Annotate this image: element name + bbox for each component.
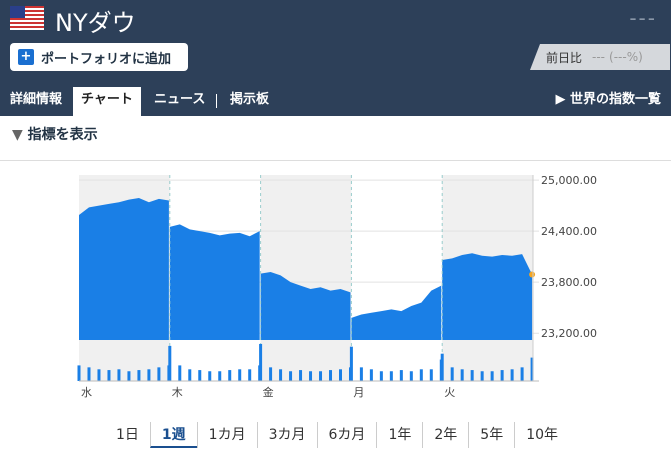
volume-bar bbox=[379, 371, 383, 381]
last-point bbox=[529, 271, 536, 278]
volume-bar bbox=[419, 369, 423, 381]
volume-bar bbox=[188, 369, 192, 381]
chart: 水 木 金 月 火 25,000.00 24,400.00 23,800.00 23,200.0… bbox=[77, 174, 597, 399]
volume-bar bbox=[339, 369, 343, 381]
world-label: 世界の指数一覧 bbox=[569, 92, 661, 107]
volume-bar bbox=[319, 371, 323, 381]
tab-bar: ▶ 世界の指数一覧 詳細情報 チャート ニュース 掲示板 bbox=[0, 87, 671, 116]
price-area bbox=[351, 285, 442, 340]
volume-bar bbox=[309, 371, 313, 381]
volume-bar bbox=[500, 370, 504, 381]
volume-bar bbox=[228, 370, 232, 381]
range-button[interactable]: 1日 bbox=[116, 427, 139, 443]
change-label: 前日比 bbox=[546, 50, 583, 65]
volume-bar bbox=[329, 370, 333, 381]
volume-bar bbox=[259, 343, 263, 381]
world-link[interactable]: ▶ 世界の指数一覧 bbox=[555, 92, 661, 107]
x-tick-label: 木 bbox=[172, 386, 183, 399]
volume-bar bbox=[530, 357, 534, 381]
volume-bar bbox=[97, 369, 101, 381]
tab[interactable]: 詳細情報 bbox=[10, 92, 63, 107]
x-tick-label: 月 bbox=[353, 386, 364, 399]
price-area bbox=[442, 253, 533, 340]
volume-bar bbox=[289, 371, 293, 381]
volume-bar bbox=[127, 371, 131, 381]
volume-bar bbox=[450, 367, 454, 381]
volume-bar bbox=[218, 371, 222, 381]
volume-bar bbox=[117, 369, 121, 381]
range-button[interactable]: 2年 bbox=[422, 422, 468, 448]
add-portfolio-button[interactable]: + ポートフォリオに追加 bbox=[10, 43, 188, 71]
volume-bar bbox=[470, 370, 474, 381]
volume-bar bbox=[520, 367, 524, 381]
volume-bar bbox=[299, 370, 303, 381]
tab[interactable]: ニュース bbox=[154, 92, 206, 107]
volume-bar bbox=[238, 369, 242, 381]
tab-separator bbox=[216, 94, 217, 108]
tab[interactable]: 掲示板 bbox=[230, 92, 270, 107]
range-button[interactable]: 5年 bbox=[468, 422, 514, 448]
volume-bar bbox=[389, 371, 393, 381]
range-selector: 1日 1週 1カ月 3カ月 6カ月 1年 2年 5年 10年 bbox=[105, 422, 569, 448]
volume-bar bbox=[369, 369, 373, 381]
volume-bar bbox=[480, 371, 484, 381]
volume-bar bbox=[107, 370, 111, 381]
volume-bar bbox=[490, 371, 494, 381]
price-area bbox=[169, 224, 260, 340]
tab[interactable]: チャート bbox=[73, 87, 141, 116]
y-tick-label: 24,400.00 bbox=[541, 225, 597, 238]
range-button[interactable]: 1週 bbox=[149, 422, 197, 448]
volume-bar bbox=[429, 369, 433, 381]
x-tick-label: 水 bbox=[81, 386, 92, 399]
price-area bbox=[260, 271, 351, 340]
volume-bar bbox=[157, 367, 161, 381]
flag-icon bbox=[10, 6, 44, 30]
range-button[interactable]: 1年 bbox=[376, 422, 422, 448]
range-button[interactable]: 10年 bbox=[514, 422, 569, 448]
volume-bar bbox=[359, 367, 363, 381]
volume-bar bbox=[279, 369, 283, 381]
change: --- bbox=[592, 50, 606, 64]
volume-bar bbox=[87, 367, 91, 381]
price-area bbox=[79, 197, 169, 340]
volume-bar bbox=[409, 371, 413, 381]
range-button[interactable]: 1カ月 bbox=[196, 422, 257, 448]
range-button[interactable]: 3カ月 bbox=[256, 422, 317, 448]
volume-bar bbox=[269, 367, 273, 381]
range-button[interactable]: 6カ月 bbox=[316, 422, 377, 448]
change-pct: (---%) bbox=[609, 50, 643, 64]
volume-bar bbox=[248, 369, 252, 381]
volume-bar bbox=[510, 369, 514, 381]
volume-bar bbox=[460, 369, 464, 381]
y-tick-label: 23,800.00 bbox=[541, 276, 597, 289]
volume-bar bbox=[178, 365, 182, 381]
y-tick-label: 23,200.00 bbox=[541, 327, 597, 340]
volume-bar bbox=[198, 370, 202, 381]
volume-bar bbox=[399, 370, 403, 381]
title: NYダウ bbox=[55, 9, 136, 37]
volume-bar bbox=[208, 371, 212, 381]
indicator-toggle[interactable]: ▼ 指標を表示 bbox=[12, 127, 98, 143]
volume-bar bbox=[147, 369, 151, 381]
volume-bar bbox=[77, 365, 81, 381]
button-label: ポートフォリオに追加 bbox=[41, 51, 172, 67]
price: --- bbox=[629, 6, 657, 30]
change-box: 前日比 --- (---%) bbox=[530, 44, 670, 70]
x-tick-label: 火 bbox=[444, 386, 455, 399]
y-tick-label: 25,000.00 bbox=[541, 174, 597, 187]
volume-bar bbox=[349, 346, 353, 381]
divider bbox=[0, 160, 671, 161]
day-band bbox=[351, 175, 443, 381]
volume-bar bbox=[440, 353, 444, 381]
volume-bar bbox=[168, 345, 172, 381]
x-tick-label: 金 bbox=[263, 385, 274, 399]
indicator-label: 指標を表示 bbox=[27, 127, 98, 143]
volume-bar bbox=[137, 370, 141, 381]
